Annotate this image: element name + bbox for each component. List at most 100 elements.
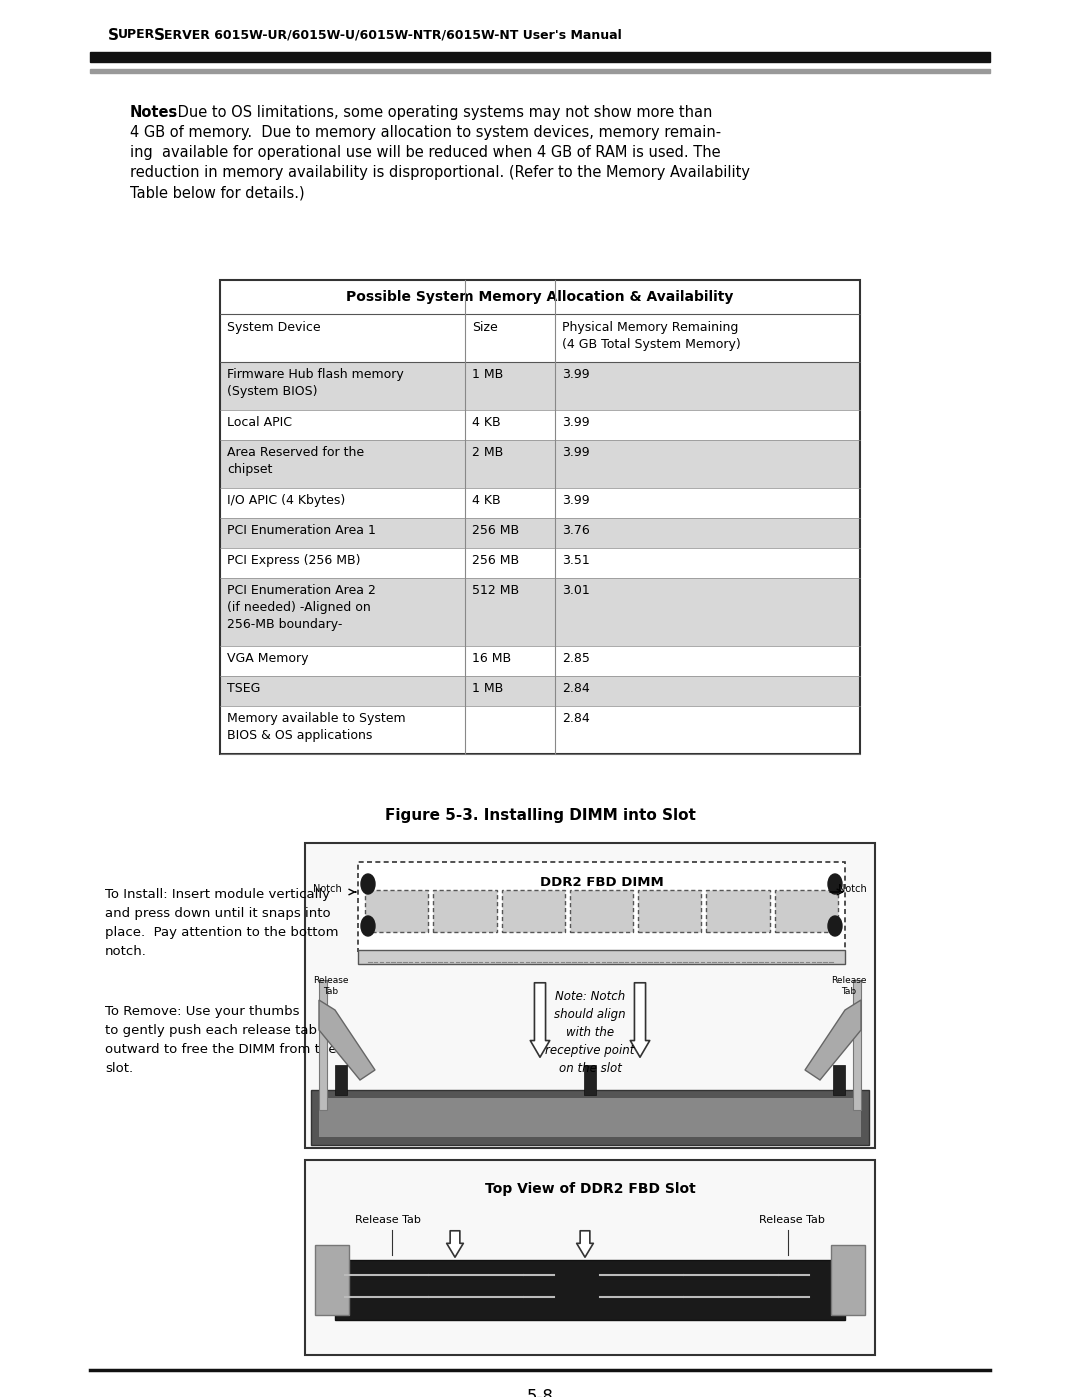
Text: ERVER 6015W-UR/6015W-U/6015W-NTR/6015W-NT User's Manual: ERVER 6015W-UR/6015W-U/6015W-NTR/6015W-N… (164, 28, 622, 41)
Text: ing  available for operational use will be reduced when 4 GB of RAM is used. The: ing available for operational use will b… (130, 145, 720, 161)
Bar (319, 1098, 861, 1137)
Text: Notes: Notes (130, 105, 178, 120)
Text: Release Tab: Release Tab (759, 1215, 825, 1225)
Text: 4 KB: 4 KB (472, 495, 501, 507)
Text: To Install: Insert module vertically
and press down until it snaps into
place.  : To Install: Insert module vertically and… (105, 888, 338, 958)
Text: 4 GB of memory.  Due to memory allocation to system devices, memory remain-: 4 GB of memory. Due to memory allocation… (130, 124, 721, 140)
Text: TSEG: TSEG (227, 682, 260, 694)
Bar (433, 890, 497, 932)
Text: Local APIC: Local APIC (227, 416, 292, 429)
Bar (833, 1065, 845, 1095)
Bar (90, 52, 990, 61)
Bar (220, 362, 860, 409)
Text: Firmware Hub flash memory
(System BIOS): Firmware Hub flash memory (System BIOS) (227, 367, 404, 398)
Text: UPER: UPER (118, 28, 156, 41)
Text: 4 KB: 4 KB (472, 416, 501, 429)
Text: PCI Enumeration Area 2
(if needed) -Aligned on
256-MB boundary-: PCI Enumeration Area 2 (if needed) -Alig… (227, 584, 376, 631)
Bar (220, 279, 860, 754)
Text: 2.84: 2.84 (562, 682, 590, 694)
Text: reduction in memory availability is disproportional. (Refer to the Memory Availa: reduction in memory availability is disp… (130, 165, 750, 180)
Bar (335, 1065, 347, 1095)
Text: 256 MB: 256 MB (472, 524, 519, 536)
Bar (220, 488, 860, 518)
Bar (638, 890, 701, 932)
Bar (90, 68, 990, 73)
FancyArrowPatch shape (447, 1231, 463, 1257)
Bar (335, 1260, 845, 1320)
Text: To Remove: Use your thumbs
to gently push each release tab
outward to free the D: To Remove: Use your thumbs to gently pus… (105, 1004, 337, 1076)
Text: 3.99: 3.99 (562, 495, 590, 507)
Text: Notch: Notch (313, 884, 341, 894)
Bar (570, 890, 633, 932)
Bar (220, 705, 860, 754)
Text: Table below for details.): Table below for details.) (130, 184, 305, 200)
Text: 5-8: 5-8 (527, 1389, 553, 1397)
FancyArrowPatch shape (530, 982, 550, 1058)
Text: Size: Size (472, 321, 498, 334)
Text: Figure 5-3. Installing DIMM into Slot: Figure 5-3. Installing DIMM into Slot (384, 807, 696, 823)
Bar (357, 950, 845, 964)
Text: 256 MB: 256 MB (472, 555, 519, 567)
Text: Release Tab: Release Tab (355, 1215, 421, 1225)
Bar (501, 890, 565, 932)
Bar (305, 1160, 875, 1355)
Text: 2 MB: 2 MB (472, 446, 503, 460)
Bar (706, 890, 770, 932)
Bar (365, 890, 429, 932)
Text: 1 MB: 1 MB (472, 682, 503, 694)
Bar (357, 862, 845, 951)
Ellipse shape (828, 875, 842, 894)
Ellipse shape (361, 875, 375, 894)
Text: S: S (154, 28, 165, 43)
Bar (220, 314, 860, 362)
Bar (220, 578, 860, 645)
Text: 3.99: 3.99 (562, 416, 590, 429)
FancyArrowPatch shape (631, 982, 650, 1058)
Ellipse shape (828, 916, 842, 936)
Bar (584, 1065, 596, 1095)
Text: Release
Tab: Release Tab (832, 977, 867, 996)
Text: 3.76: 3.76 (562, 524, 590, 536)
Text: 16 MB: 16 MB (472, 652, 511, 665)
Text: 2.85: 2.85 (562, 652, 590, 665)
Bar (220, 279, 860, 314)
FancyArrowPatch shape (577, 1231, 593, 1257)
Bar (305, 842, 875, 1148)
Text: I/O APIC (4 Kbytes): I/O APIC (4 Kbytes) (227, 495, 346, 507)
Text: 3.51: 3.51 (562, 555, 590, 567)
Polygon shape (319, 1000, 375, 1080)
Text: 3.99: 3.99 (562, 367, 590, 381)
Bar (311, 1090, 869, 1146)
Text: 2.84: 2.84 (562, 712, 590, 725)
Text: Physical Memory Remaining
(4 GB Total System Memory): Physical Memory Remaining (4 GB Total Sy… (562, 321, 741, 351)
Text: Possible System Memory Allocation & Availability: Possible System Memory Allocation & Avai… (347, 291, 733, 305)
Bar (315, 1245, 349, 1315)
Polygon shape (805, 1000, 861, 1080)
Bar (220, 676, 860, 705)
Text: Top View of DDR2 FBD Slot: Top View of DDR2 FBD Slot (485, 1182, 696, 1196)
Bar (220, 440, 860, 488)
Text: : Due to OS limitations, some operating systems may not show more than: : Due to OS limitations, some operating … (168, 105, 713, 120)
Text: VGA Memory: VGA Memory (227, 652, 309, 665)
Bar (220, 645, 860, 676)
Text: Area Reserved for the
chipset: Area Reserved for the chipset (227, 446, 364, 476)
Bar (774, 890, 838, 932)
Text: 1 MB: 1 MB (472, 367, 503, 381)
Text: 3.01: 3.01 (562, 584, 590, 597)
Bar (220, 409, 860, 440)
Bar (853, 981, 861, 1111)
Text: PCI Express (256 MB): PCI Express (256 MB) (227, 555, 361, 567)
Bar (831, 1245, 865, 1315)
Text: Note: Notch
should align
with the
receptive point
on the slot: Note: Notch should align with the recept… (545, 990, 635, 1076)
Bar (319, 981, 327, 1111)
Text: S: S (108, 28, 119, 43)
Bar (220, 518, 860, 548)
Text: DDR2 FBD DIMM: DDR2 FBD DIMM (540, 876, 663, 888)
Text: Notch: Notch (838, 884, 867, 894)
Text: System Device: System Device (227, 321, 321, 334)
Ellipse shape (361, 916, 375, 936)
Bar (220, 548, 860, 578)
Text: PCI Enumeration Area 1: PCI Enumeration Area 1 (227, 524, 376, 536)
Text: 512 MB: 512 MB (472, 584, 519, 597)
Text: 3.99: 3.99 (562, 446, 590, 460)
